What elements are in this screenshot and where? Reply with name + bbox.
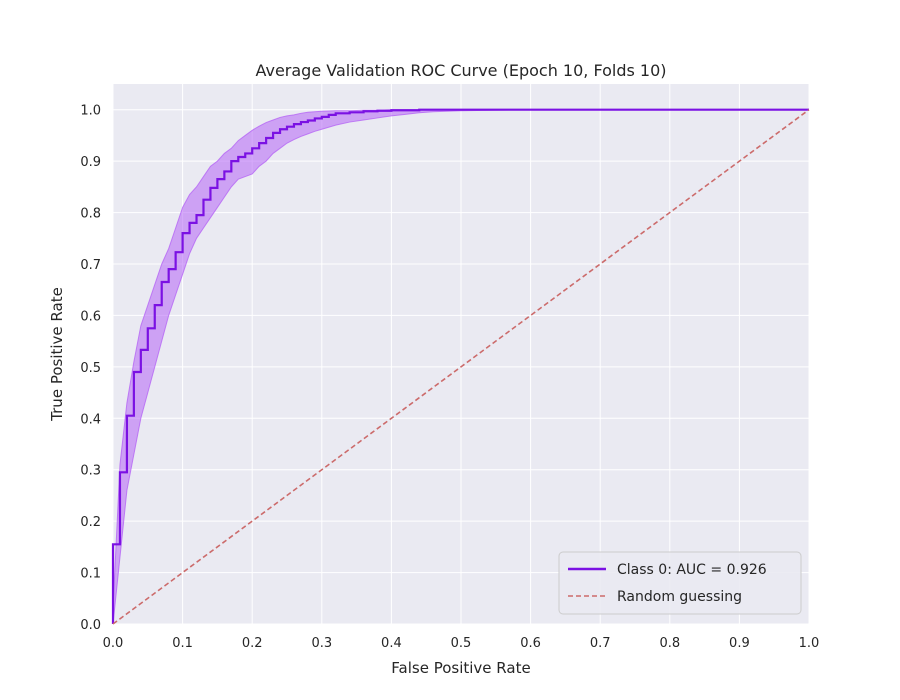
series-lines <box>111 108 810 625</box>
y-tick-label: 0.7 <box>80 258 101 273</box>
chart-title: Average Validation ROC Curve (Epoch 10, … <box>255 61 666 80</box>
random-guessing-line <box>112 109 810 625</box>
y-tick-label: 0.1 <box>80 567 101 582</box>
x-tick-label: 0.1 <box>172 636 193 651</box>
x-tick-label: 0.3 <box>311 636 332 651</box>
y-tick-label: 0.8 <box>80 207 101 222</box>
legend-box <box>558 551 802 615</box>
legend-label-class0: Class 0: AUC = 0.926 <box>617 562 767 578</box>
x-tick-label: 0.0 <box>103 636 124 651</box>
y-tick-label: 0.0 <box>80 618 101 633</box>
y-tick-label: 0.3 <box>80 464 101 479</box>
x-tick-labels: 0.0 0.1 0.2 0.3 0.4 0.5 0.6 0.7 0.8 0.9 1.0 <box>103 636 820 651</box>
y-tick-label: 0.9 <box>80 155 101 170</box>
x-tick-label: 0.9 <box>729 636 750 651</box>
x-tick-label: 0.4 <box>381 636 402 651</box>
y-tick-label: 0.4 <box>80 412 101 427</box>
y-tick-label: 0.6 <box>80 309 101 324</box>
x-tick-label: 0.8 <box>659 636 680 651</box>
y-tick-labels: 0.0 0.1 0.2 0.3 0.4 0.5 0.6 0.7 0.8 0.9 1.0 <box>80 104 101 633</box>
grid-lines <box>112 84 810 625</box>
legend-label-random: Random guessing <box>617 589 742 605</box>
x-tick-label: 0.6 <box>520 636 541 651</box>
x-tick-label: 0.2 <box>242 636 263 651</box>
x-tick-label: 0.7 <box>590 636 611 651</box>
y-tick-label: 0.5 <box>80 361 101 376</box>
y-tick-label: 0.2 <box>80 515 101 530</box>
x-tick-label: 0.5 <box>451 636 472 651</box>
roc-curve-class0 <box>111 108 809 624</box>
x-axis-title: False Positive Rate <box>391 659 530 677</box>
legend: Class 0: AUC = 0.926 Random guessing <box>558 551 802 615</box>
y-tick-label: 1.0 <box>80 104 101 119</box>
x-tick-label: 1.0 <box>799 636 820 651</box>
y-axis-title: True Positive Rate <box>48 287 66 422</box>
